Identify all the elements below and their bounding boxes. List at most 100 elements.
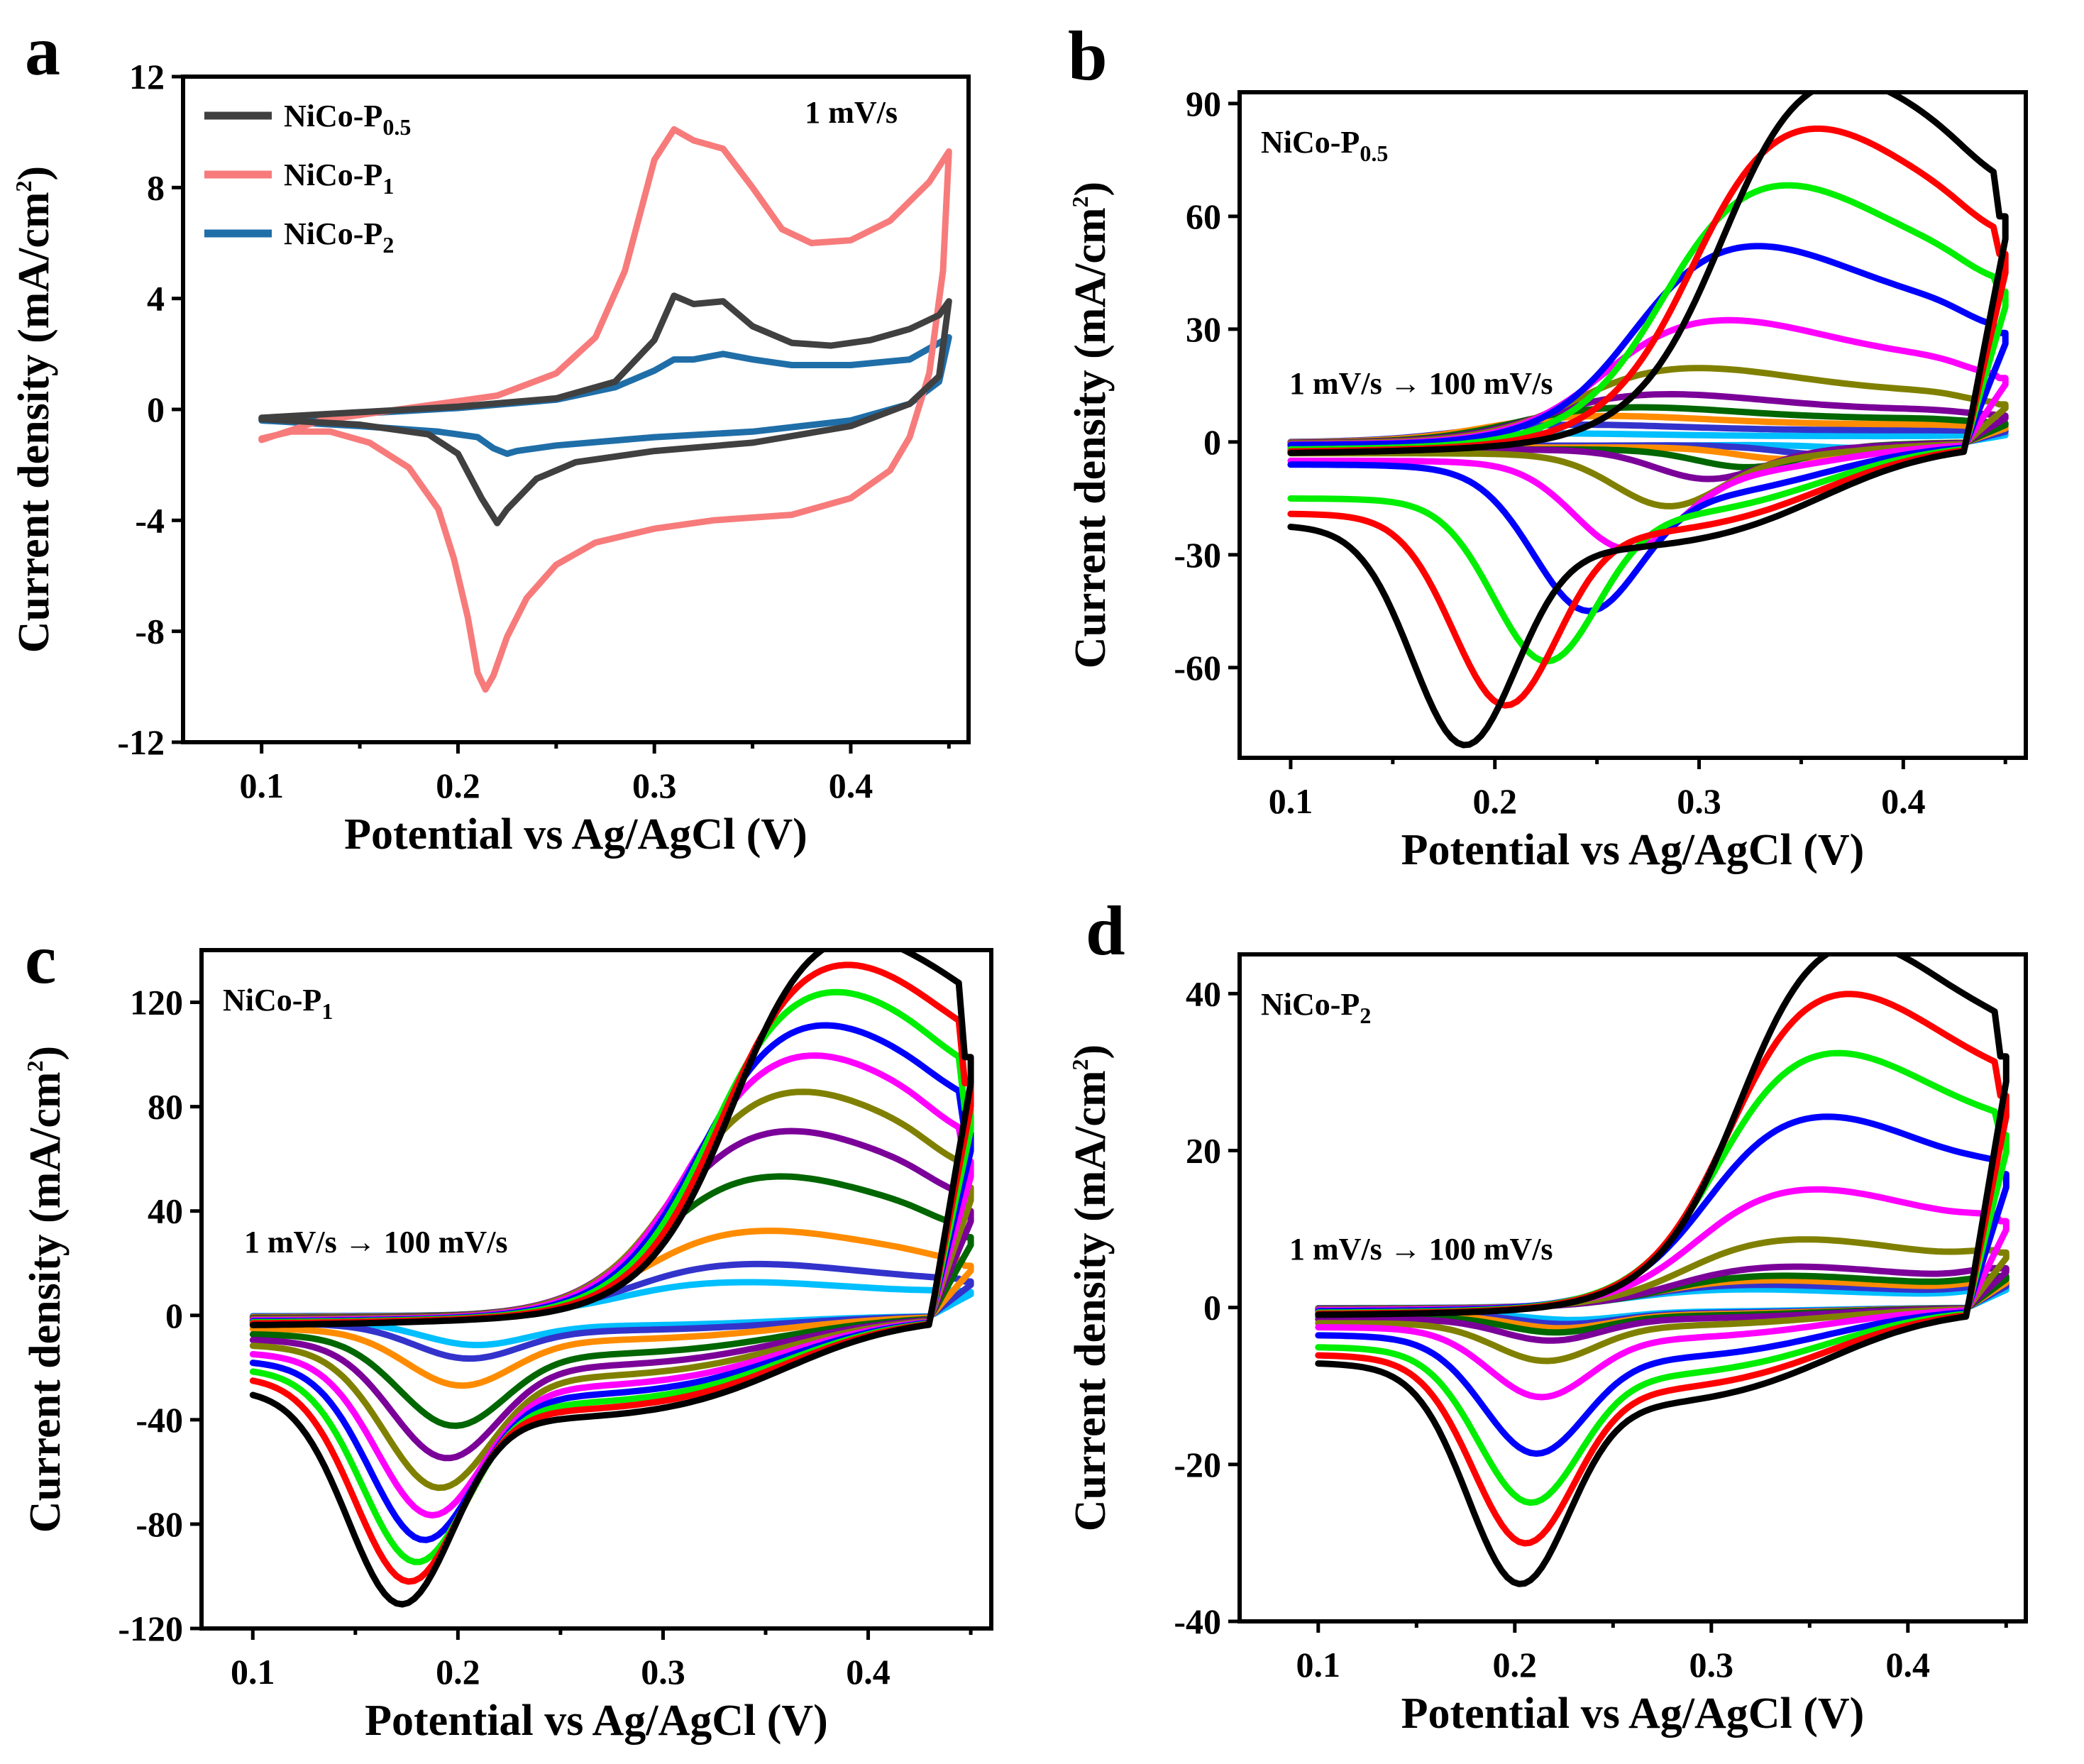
sample-label-sub: 0.5 <box>1360 140 1388 166</box>
scan-rate-annotation: 1 mV/s → 100 mV/s <box>244 1225 508 1259</box>
x-axis-title: Potential vs Ag/AgCl (V) <box>344 810 807 859</box>
y-tick-label: -30 <box>1174 535 1221 575</box>
x-axis-title: Potential vs Ag/AgCl (V) <box>365 1697 828 1745</box>
legend-entry-sub: 1 <box>382 173 394 199</box>
x-tick-label: 0.2 <box>436 766 480 805</box>
scan-rate-annotation: 1 mV/s → 100 mV/s <box>1289 1232 1553 1267</box>
y-tick-label: -120 <box>118 1609 183 1648</box>
y-axis-title-main: Current density (mA/cm <box>1066 207 1115 668</box>
x-tick-label: 0.4 <box>846 1652 891 1692</box>
y-tick-label: 40 <box>148 1191 183 1231</box>
y-axis-title: Current density (mA/cm2) <box>1066 182 1115 668</box>
cv-curve-3 <box>249 988 974 1565</box>
y-axis-title-main: Current density (mA/cm <box>1066 1070 1115 1531</box>
panel-c: c 0.1 0.2 0.3 0.4 -120 -80 -40 0 40 80 120 Potential… <box>21 920 993 1745</box>
series-nico-p2 <box>258 333 952 457</box>
panel-letter: a <box>25 11 60 90</box>
y-axis-title-close: ) <box>1066 182 1115 197</box>
y-tick-label: 60 <box>1186 197 1221 236</box>
scan-rate-annotation: 1 mV/s → 100 mV/s <box>1289 366 1553 401</box>
y-axis-title-main: Current density (mA/cm <box>10 192 58 653</box>
x-tick-label: 0.4 <box>1886 1645 1931 1685</box>
x-tick-label: 0.3 <box>632 766 677 805</box>
panel-letter: b <box>1068 16 1108 95</box>
sample-label-sub: 2 <box>1360 1003 1371 1028</box>
x-tick-label: 0.1 <box>1269 781 1313 821</box>
x-tick-label: 0.4 <box>1881 781 1926 821</box>
x-tick-label: 0.3 <box>1677 781 1721 821</box>
y-axis-title-sup: 2 <box>22 1060 48 1071</box>
scan-rate-label: 1 mV/s <box>805 95 898 130</box>
panel-d: d 0.1 0.2 0.3 0.4 -40 -20 0 20 40 Potential vs Ag/… <box>1066 891 2028 1738</box>
y-tick-label: 120 <box>130 983 183 1022</box>
x-tick-label: 0.3 <box>1689 1645 1734 1685</box>
series-group <box>258 126 952 693</box>
sample-label: NiCo-P2 <box>1261 987 1371 1028</box>
x-tick-label: 0.2 <box>1472 781 1517 821</box>
x-tick-label: 0.2 <box>1493 1645 1538 1685</box>
y-tick-label: -40 <box>1174 1602 1221 1641</box>
sample-label-sub: 1 <box>321 998 333 1024</box>
legend-entry: NiCo-P1 <box>284 158 394 199</box>
x-tick-label: 0.2 <box>436 1652 480 1692</box>
x-tick-label: 0.3 <box>641 1652 685 1692</box>
x-axis-title: Potential vs Ag/AgCl (V) <box>1401 826 1865 874</box>
y-tick-label: -20 <box>1174 1445 1221 1484</box>
sample-label: NiCo-P0.5 <box>1261 125 1388 166</box>
y-tick-label: 20 <box>1186 1130 1221 1170</box>
series-group <box>1287 92 2009 749</box>
sample-label-base: NiCo-P <box>223 983 321 1018</box>
y-tick-label: 0 <box>147 390 165 429</box>
x-tick-label: 0.1 <box>231 1652 275 1692</box>
x-tick-label: 0.1 <box>239 766 284 805</box>
cv-curve-3 <box>1287 182 2009 665</box>
series-nico-p1 <box>258 126 952 693</box>
y-tick-label: 0 <box>165 1296 183 1335</box>
plot-frame <box>1237 952 2028 1624</box>
panel-b: b 0.1 0.2 0.3 0.4 -60 -30 0 30 60 90 Potential vs A… <box>1066 16 2028 874</box>
y-tick-label: -60 <box>1174 648 1221 688</box>
y-tick-label: 90 <box>1186 84 1221 123</box>
legend-entry-base: NiCo-P <box>284 99 382 133</box>
x-tick-label: 0.1 <box>1296 1645 1341 1685</box>
y-axis-title: Current density (mA/cm2) <box>21 1046 70 1533</box>
y-axis-title-close: ) <box>10 166 58 181</box>
y-tick-label: 30 <box>1186 309 1221 349</box>
y-axis-title-main: Current density (mA/cm <box>21 1071 70 1533</box>
y-tick-label: -40 <box>136 1400 183 1440</box>
sample-label-base: NiCo-P <box>1261 125 1360 160</box>
cv-curve-1 <box>249 950 974 1608</box>
sample-label-base: NiCo-P <box>1261 987 1360 1022</box>
y-tick-label: 0 <box>1203 422 1221 462</box>
y-tick-label: 80 <box>148 1087 183 1127</box>
y-tick-label: 4 <box>147 279 165 319</box>
y-tick-label: 12 <box>129 57 165 97</box>
legend-entry: NiCo-P2 <box>284 216 394 258</box>
y-axis-title: Current density (mA/cm2) <box>10 166 58 653</box>
legend-entry-sub: 0.5 <box>382 114 411 140</box>
y-tick-label: -12 <box>117 722 165 762</box>
y-axis-title-sup: 2 <box>1067 196 1093 207</box>
y-tick-label: -80 <box>136 1504 183 1544</box>
y-tick-label: -8 <box>135 612 165 651</box>
plot-frame <box>199 948 993 1631</box>
y-tick-label: 40 <box>1186 974 1221 1013</box>
panel-letter: d <box>1086 891 1125 970</box>
legend-entry-base: NiCo-P <box>284 158 382 192</box>
y-axis-title-close: ) <box>1066 1044 1115 1059</box>
cv-curve-4 <box>1287 243 2009 614</box>
y-axis-title: Current density (mA/cm2) <box>1066 1044 1115 1531</box>
cv-curve-1 <box>1315 954 2009 1587</box>
cv-curve-2 <box>1287 125 2009 709</box>
series-group <box>1315 954 2009 1587</box>
x-axis-title: Potential vs Ag/AgCl (V) <box>1401 1689 1865 1738</box>
y-axis-title-sup: 2 <box>1067 1059 1093 1070</box>
series-group <box>249 950 974 1608</box>
y-axis-title-sup: 2 <box>11 180 36 192</box>
legend-entry: NiCo-P0.5 <box>284 99 411 140</box>
legend-entry-sub: 2 <box>382 232 394 258</box>
y-tick-label: -4 <box>135 500 165 540</box>
series-nico-p0-5 <box>258 292 952 527</box>
